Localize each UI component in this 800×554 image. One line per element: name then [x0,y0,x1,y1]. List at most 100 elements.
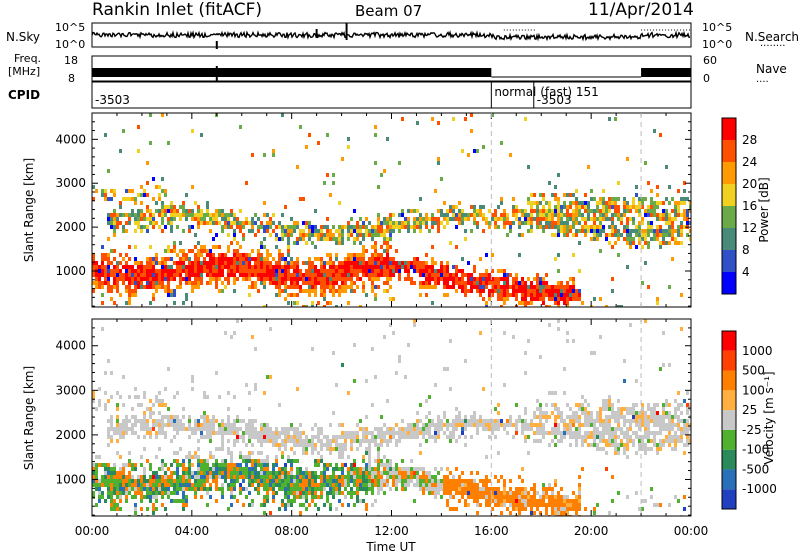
heatmap-cell [476,431,479,435]
heatmap-cell [260,475,263,479]
heatmap-cell [347,483,350,487]
heatmap-cell [611,411,614,415]
heatmap-cell [119,471,122,475]
heatmap-cell [287,459,290,463]
heatmap-cell [566,301,569,305]
heatmap-cell [476,281,479,285]
heatmap-cell [134,269,137,273]
heatmap-cell [332,225,335,229]
heatmap-cell [584,419,587,423]
heatmap-cell [452,281,455,285]
heatmap-cell [545,285,548,289]
heatmap-cell [542,277,545,281]
heatmap-cell [170,415,173,419]
heatmap-cell [368,221,371,225]
heatmap-cell [287,455,290,459]
heatmap-cell [335,241,338,245]
heatmap-cell [104,257,107,261]
heatmap-cell [269,487,272,491]
heatmap-cell [281,289,284,293]
heatmap-cell [191,129,194,133]
heatmap-cell [278,289,281,293]
heatmap-cell [611,213,614,217]
heatmap-cell [239,451,242,455]
heatmap-cell [518,499,521,503]
heatmap-cell [155,209,158,213]
heatmap-cell [425,277,428,281]
heatmap-cell [566,209,569,213]
heatmap-cell [278,281,281,285]
heatmap-cell [287,427,290,431]
heatmap-cell [662,439,665,443]
heatmap-cell [272,229,275,233]
heatmap-cell [662,443,665,447]
heatmap-cell [503,301,506,305]
heatmap-cell [575,431,578,435]
heatmap-cell [392,483,395,487]
heatmap-cell [488,209,491,213]
heatmap-cell [239,261,242,265]
heatmap-cell [176,253,179,257]
heatmap-cell [500,423,503,427]
heatmap-cell [542,229,545,233]
heatmap-cell [656,185,659,189]
heatmap-cell [593,217,596,221]
heatmap-cell [617,305,620,307]
heatmap-cell [341,225,344,229]
heatmap-cell [107,467,110,471]
heatmap-cell [236,427,239,431]
heatmap-cell [611,427,614,431]
heatmap-cell [515,293,518,297]
heatmap-cell [497,427,500,431]
heatmap-cell [344,285,347,289]
heatmap-cell [311,305,314,307]
heatmap-cell [557,411,560,415]
heatmap-cell [128,273,131,277]
heatmap-cell [230,423,233,427]
heatmap-cell [110,225,113,229]
heatmap-cell [386,431,389,435]
heatmap-cell [407,209,410,213]
heatmap-cell [536,213,539,217]
colorbar-tick-label: 16 [742,199,757,213]
heatmap-cell [308,133,311,137]
heatmap-cell [515,419,518,423]
heatmap-cell [248,459,251,463]
heatmap-cell [674,217,677,221]
heatmap-cell [389,225,392,229]
heatmap-cell [257,229,260,233]
heatmap-cell [485,419,488,423]
heatmap-cell [134,221,137,225]
heatmap-cell [170,257,173,261]
heatmap-cell [113,193,116,197]
heatmap-cell [419,431,422,435]
heatmap-cell [245,455,248,459]
heatmap-cell [335,479,338,483]
heatmap-cell [416,225,419,229]
heatmap-cell [311,281,314,285]
heatmap-cell [290,225,293,229]
heatmap-cell [434,467,437,471]
heatmap-cell [425,415,428,419]
heatmap-cell [422,427,425,431]
heatmap-cell [650,487,653,491]
heatmap-cell [461,423,464,427]
heatmap-cell [365,475,368,479]
heatmap-cell [263,261,266,265]
heatmap-cell [308,225,311,229]
heatmap-cell [491,293,494,297]
heatmap-cell [329,301,332,305]
heatmap-cell [167,277,170,281]
heatmap-cell [557,221,560,225]
heatmap-cell [404,225,407,229]
heatmap-cell [527,221,530,225]
heatmap-cell [536,225,539,229]
heatmap-cell [236,419,239,423]
cpid-label: CPID [8,88,40,102]
heatmap-cell [197,221,200,225]
heatmap-cell [107,285,110,289]
heatmap-cell [227,213,230,217]
heatmap-cell [212,475,215,479]
heatmap-cell [164,463,167,467]
heatmap-cell [596,201,599,205]
